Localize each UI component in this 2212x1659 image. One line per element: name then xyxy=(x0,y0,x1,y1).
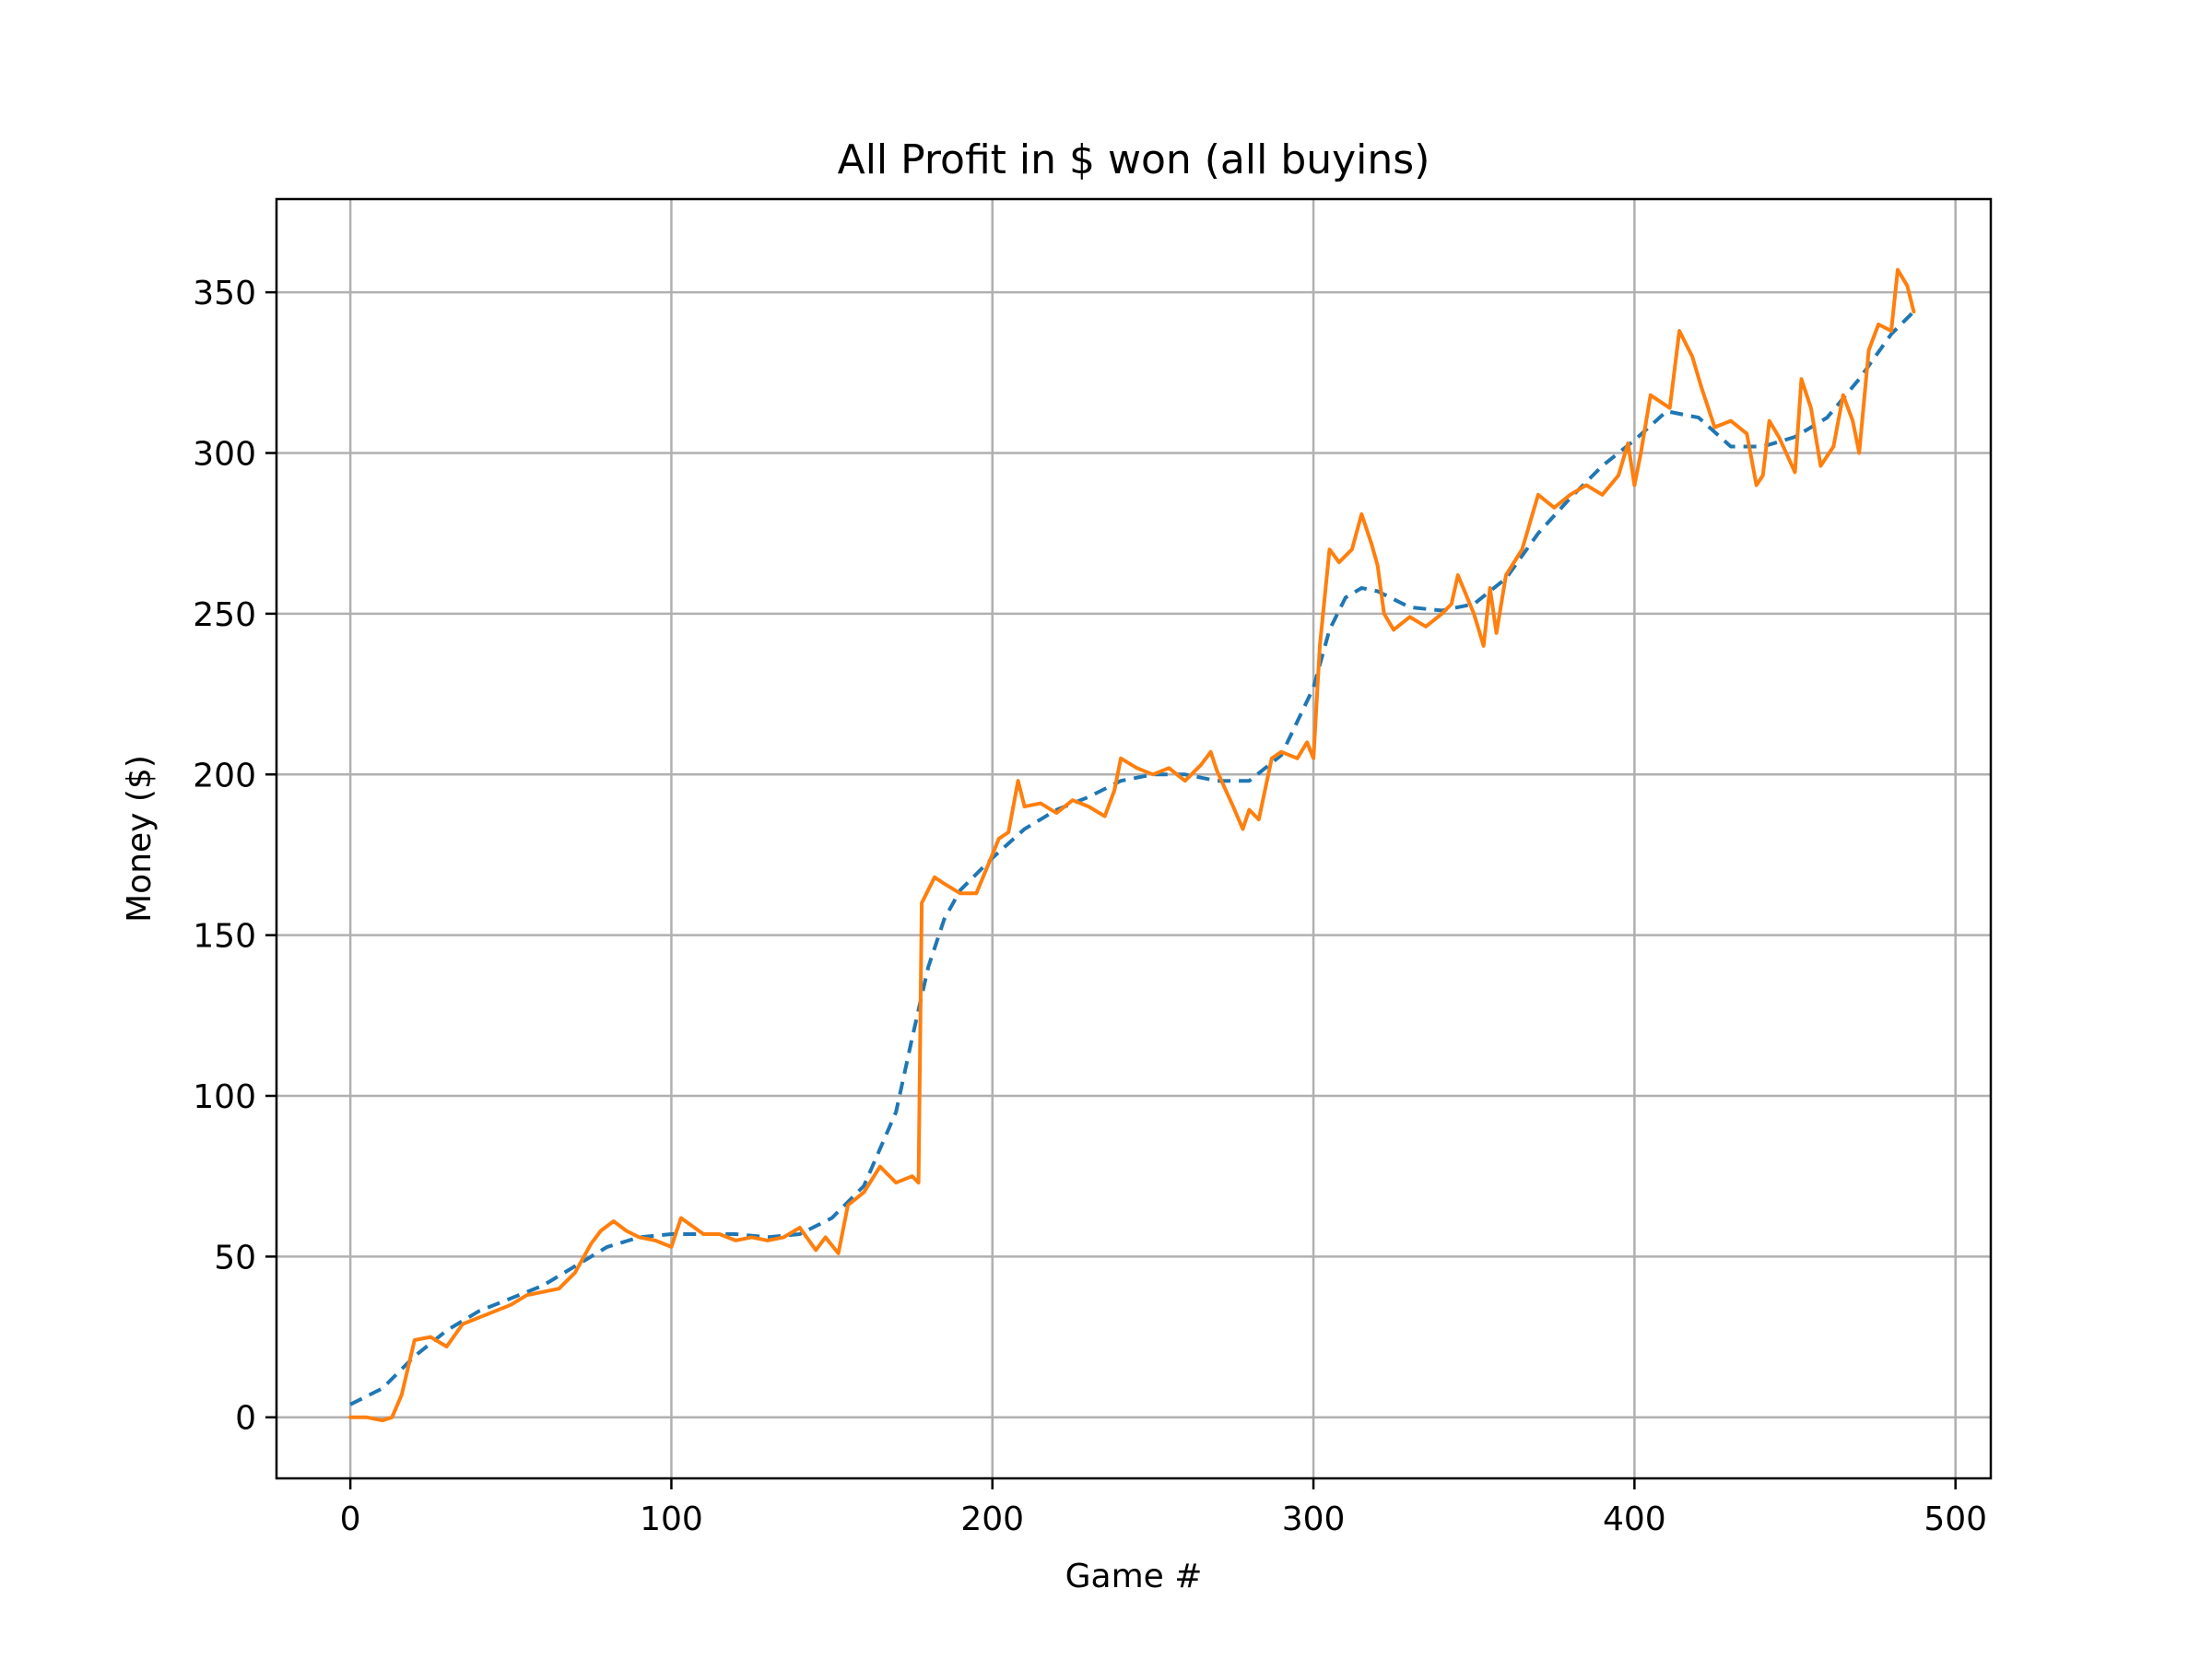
x-axis-label: Game # xyxy=(1065,1558,1203,1595)
y-tick-label: 350 xyxy=(193,275,256,312)
x-tick-label: 400 xyxy=(1603,1500,1666,1538)
y-tick-label: 50 xyxy=(214,1239,256,1277)
chart-title: All Profit in $ won (all buyins) xyxy=(838,136,1430,183)
x-tick-label: 0 xyxy=(340,1500,361,1538)
axis-ticks: 0 100 200 300 400 500 0 50 100 150 200 250 300 350 xyxy=(193,275,1987,1538)
y-tick-label: 0 xyxy=(235,1400,256,1438)
profit-series-line xyxy=(348,267,1916,1423)
series-lines xyxy=(348,267,1916,1423)
grid-lines xyxy=(276,199,1991,1478)
x-tick-label: 300 xyxy=(1282,1500,1346,1538)
trend-series-line xyxy=(349,310,1915,1406)
x-tick-label: 100 xyxy=(640,1500,703,1538)
y-tick-label: 250 xyxy=(193,596,256,634)
x-tick-label: 500 xyxy=(1924,1500,1987,1538)
y-tick-label: 200 xyxy=(193,757,256,794)
y-tick-label: 100 xyxy=(193,1078,256,1116)
plot-frame xyxy=(275,197,1993,1480)
y-axis-label: Money ($) xyxy=(121,755,159,923)
x-tick-label: 200 xyxy=(960,1500,1024,1538)
y-tick-label: 150 xyxy=(193,918,256,956)
y-tick-label: 300 xyxy=(193,436,256,474)
